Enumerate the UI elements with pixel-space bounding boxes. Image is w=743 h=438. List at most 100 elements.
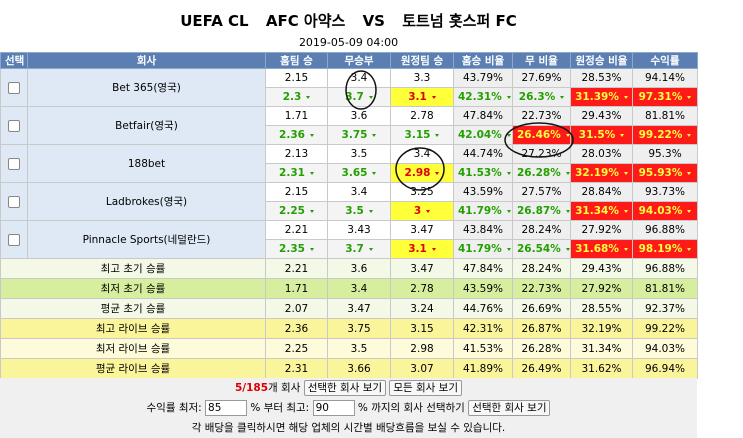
initial-odds[interactable]: 28.53% bbox=[570, 68, 633, 88]
live-odds[interactable]: 31.39% bbox=[570, 87, 633, 107]
initial-odds[interactable]: 2.21 bbox=[265, 220, 328, 240]
live-odds[interactable]: 41.79% bbox=[453, 201, 513, 221]
live-odds[interactable]: 94.03% bbox=[632, 201, 698, 221]
initial-odds[interactable]: 3.47 bbox=[390, 220, 454, 240]
live-odds[interactable]: 3.1 bbox=[390, 87, 454, 107]
live-odds[interactable]: 26.3% bbox=[512, 87, 571, 107]
checkbox[interactable] bbox=[8, 81, 20, 94]
initial-odds[interactable]: 1.71 bbox=[265, 106, 328, 126]
initial-row: 188bet 2.13 3.5 3.4 44.74% 27.23% 28.03% 95.3% bbox=[0, 144, 698, 183]
button[interactable]: 선택한 회사 보기 bbox=[303, 380, 387, 396]
initial-odds[interactable]: 3.4 bbox=[390, 144, 454, 164]
checkbox[interactable] bbox=[8, 157, 20, 170]
live-odds[interactable]: 41.53% bbox=[453, 163, 513, 183]
live-odds[interactable]: 31.5% bbox=[570, 125, 633, 145]
live-odds[interactable]: 2.98 bbox=[390, 163, 454, 183]
initial-odds[interactable]: 2.15 bbox=[265, 182, 328, 202]
live-odds[interactable]: 2.36 bbox=[265, 125, 328, 145]
summary-value: 26.49% bbox=[512, 358, 571, 379]
initial-odds[interactable]: 27.69% bbox=[512, 68, 571, 88]
live-odds[interactable]: 26.54% bbox=[512, 239, 571, 259]
live-odds[interactable]: 3.5 bbox=[327, 201, 391, 221]
footer: 5/185개 회사 선택한 회사 보기 모든 회사 보기 수익률 최저: 85 … bbox=[0, 378, 697, 438]
initial-odds[interactable]: 3.4 bbox=[327, 182, 391, 202]
column-header: 원정승 비율 bbox=[570, 52, 633, 69]
live-odds[interactable]: 26.87% bbox=[512, 201, 571, 221]
initial-odds[interactable]: 3.3 bbox=[390, 68, 454, 88]
live-odds[interactable]: 2.25 bbox=[265, 201, 328, 221]
checkbox[interactable] bbox=[8, 195, 20, 208]
company-name: Pinnacle Sports(네덜란드) bbox=[27, 220, 266, 259]
initial-odds[interactable]: 95.3% bbox=[632, 144, 698, 164]
initial-odds[interactable]: 44.74% bbox=[453, 144, 513, 164]
initial-odds[interactable]: 27.57% bbox=[512, 182, 571, 202]
live-odds[interactable]: 3.75 bbox=[327, 125, 391, 145]
initial-odds[interactable]: 28.24% bbox=[512, 220, 571, 240]
live-odds[interactable]: 42.04% bbox=[453, 125, 513, 145]
summary-value: 2.31 bbox=[265, 358, 328, 379]
initial-odds[interactable]: 3.25 bbox=[390, 182, 454, 202]
summary-row: 평균 라이브 승률 2.31 3.66 3.07 41.89% 26.49% 31.62% 9… bbox=[0, 358, 698, 379]
initial-odds[interactable]: 3.43 bbox=[327, 220, 391, 240]
initial-odds[interactable]: 96.88% bbox=[632, 220, 698, 240]
button[interactable]: 모든 회사 보기 bbox=[389, 380, 462, 396]
initial-odds[interactable]: 94.14% bbox=[632, 68, 698, 88]
initial-odds[interactable]: 43.79% bbox=[453, 68, 513, 88]
live-odds[interactable]: 97.31% bbox=[632, 87, 698, 107]
live-odds[interactable]: 3.7 bbox=[327, 239, 391, 259]
input[interactable]: 90 bbox=[312, 400, 355, 416]
checkbox[interactable] bbox=[8, 233, 20, 246]
live-odds[interactable]: 3.65 bbox=[327, 163, 391, 183]
initial-odds[interactable]: 2.78 bbox=[390, 106, 454, 126]
live-odds[interactable]: 2.35 bbox=[265, 239, 328, 259]
live-odds[interactable]: 32.19% bbox=[570, 163, 633, 183]
initial-odds[interactable]: 3.6 bbox=[327, 106, 391, 126]
checkbox[interactable] bbox=[8, 119, 20, 132]
live-odds[interactable]: 3.7 bbox=[327, 87, 391, 107]
summary-value: 27.92% bbox=[570, 278, 633, 299]
summary-value: 2.98 bbox=[390, 338, 454, 359]
live-odds[interactable]: 2.31 bbox=[265, 163, 328, 183]
initial-odds[interactable]: 28.84% bbox=[570, 182, 633, 202]
live-odds[interactable]: 42.31% bbox=[453, 87, 513, 107]
summary-value: 2.21 bbox=[265, 258, 328, 279]
match-datetime: 2019-05-09 04:00 bbox=[298, 36, 399, 49]
live-odds[interactable]: 3.15 bbox=[390, 125, 454, 145]
summary-value: 2.36 bbox=[265, 318, 328, 339]
live-odds[interactable]: 31.68% bbox=[570, 239, 633, 259]
initial-odds[interactable]: 28.03% bbox=[570, 144, 633, 164]
initial-odds[interactable]: 22.73% bbox=[512, 106, 571, 126]
initial-odds[interactable]: 27.92% bbox=[570, 220, 633, 240]
initial-odds[interactable]: 29.43% bbox=[570, 106, 633, 126]
live-odds[interactable]: 26.46% bbox=[512, 125, 571, 145]
input[interactable]: 85 bbox=[205, 400, 248, 416]
initial-odds[interactable]: 43.84% bbox=[453, 220, 513, 240]
initial-odds[interactable]: 3.4 bbox=[327, 68, 391, 88]
live-odds[interactable]: 3.1 bbox=[390, 239, 454, 259]
live-odds[interactable]: 3 bbox=[390, 201, 454, 221]
summary-value: 81.81% bbox=[632, 278, 698, 299]
initial-odds[interactable]: 3.5 bbox=[327, 144, 391, 164]
initial-odds[interactable]: 47.84% bbox=[453, 106, 513, 126]
live-odds[interactable]: 26.28% bbox=[512, 163, 571, 183]
summary-row: 최고 라이브 승률 2.36 3.75 3.15 42.31% 26.87% 32.19% 9… bbox=[0, 318, 698, 339]
column-header: 무승부 bbox=[327, 52, 391, 69]
live-odds[interactable]: 2.3 bbox=[265, 87, 328, 107]
button[interactable]: 선택한 회사 보기 bbox=[468, 400, 551, 416]
initial-odds[interactable]: 27.23% bbox=[512, 144, 571, 164]
initial-odds[interactable]: 93.73% bbox=[632, 182, 698, 202]
live-odds[interactable]: 99.22% bbox=[632, 125, 698, 145]
live-odds[interactable]: 95.93% bbox=[632, 163, 698, 183]
initial-odds[interactable]: 2.13 bbox=[265, 144, 328, 164]
initial-row: Betfair(영국) 1.71 3.6 2.78 47.84% 22.73% 29.43%… bbox=[0, 106, 698, 145]
live-odds[interactable]: 98.19% bbox=[632, 239, 698, 259]
initial-odds[interactable]: 2.15 bbox=[265, 68, 328, 88]
select-cell bbox=[0, 220, 28, 259]
live-odds[interactable]: 31.34% bbox=[570, 201, 633, 221]
summary-value: 28.55% bbox=[570, 298, 633, 319]
live-odds[interactable]: 41.79% bbox=[453, 239, 513, 259]
initial-odds[interactable]: 81.81% bbox=[632, 106, 698, 126]
match-title: UEFA CL AFC 아약스 VS 토트넘 홋스퍼 FC bbox=[0, 10, 697, 31]
initial-odds[interactable]: 43.59% bbox=[453, 182, 513, 202]
